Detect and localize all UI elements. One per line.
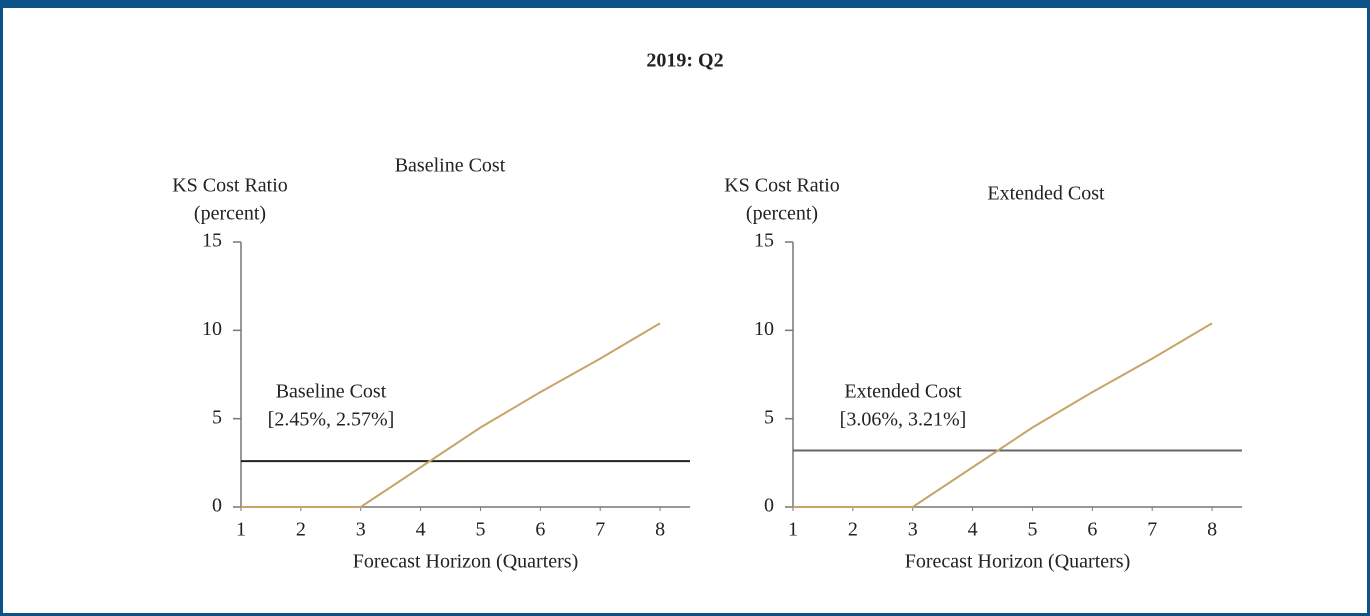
- y-axis-label: KS Cost Ratio: [724, 175, 840, 197]
- x-axis-label: Forecast Horizon (Quarters): [905, 551, 1130, 573]
- x-tick-label: 4: [968, 519, 978, 541]
- y-axis-label: (percent): [746, 203, 818, 225]
- x-tick-label: 5: [1027, 519, 1037, 541]
- annotation: Extended Cost: [844, 381, 962, 403]
- annotation: Baseline Cost: [276, 381, 387, 403]
- x-axis-label: Forecast Horizon (Quarters): [353, 551, 578, 573]
- y-axis-label: (percent): [194, 203, 266, 225]
- x-tick-label: 1: [236, 519, 246, 541]
- x-tick-label: 2: [848, 519, 858, 541]
- y-tick-label: 15: [202, 230, 222, 252]
- y-tick-label: 5: [212, 406, 222, 428]
- data-line: [793, 322, 1213, 508]
- x-tick-label: 8: [655, 519, 665, 541]
- y-tick-label: 0: [212, 495, 222, 517]
- top-bar: [0, 0, 1370, 8]
- annotation: [2.45%, 2.57%]: [268, 409, 395, 431]
- annotation: [3.06%, 3.21%]: [840, 409, 967, 431]
- chart-subtitle: Extended Cost: [987, 183, 1105, 205]
- y-tick-label: 5: [764, 406, 774, 428]
- x-tick-label: 7: [1147, 519, 1157, 541]
- y-tick-label: 0: [764, 495, 774, 517]
- x-tick-label: 3: [908, 519, 918, 541]
- chart-subtitle: Baseline Cost: [395, 155, 506, 177]
- x-tick-label: 3: [356, 519, 366, 541]
- x-tick-label: 6: [1087, 519, 1097, 541]
- page-title: 2019: Q2: [646, 50, 723, 72]
- y-tick-label: 15: [754, 230, 774, 252]
- x-tick-label: 5: [475, 519, 485, 541]
- y-tick-label: 10: [754, 318, 774, 340]
- x-tick-label: 2: [296, 519, 306, 541]
- x-tick-label: 1: [788, 519, 798, 541]
- y-axis-label: KS Cost Ratio: [172, 175, 288, 197]
- data-line: [241, 322, 661, 508]
- x-tick-label: 6: [535, 519, 545, 541]
- y-tick-label: 10: [202, 318, 222, 340]
- x-tick-label: 7: [595, 519, 605, 541]
- x-tick-label: 8: [1207, 519, 1217, 541]
- x-tick-label: 4: [416, 519, 426, 541]
